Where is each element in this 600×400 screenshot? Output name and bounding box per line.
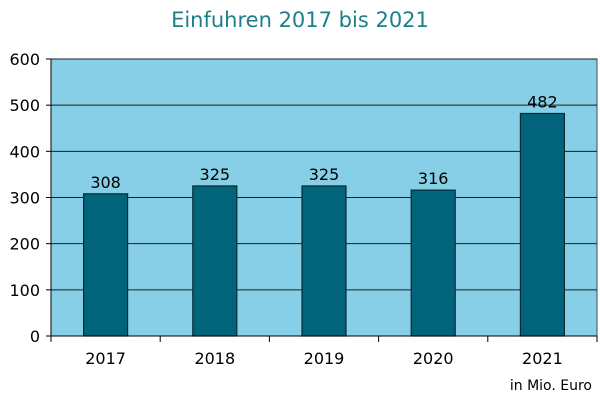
bar-2017 <box>82 193 129 337</box>
x-tick-label: 2020 <box>413 349 454 368</box>
bar-2020 <box>410 189 456 337</box>
bars <box>82 112 566 337</box>
data-label-2017: 308 <box>90 173 121 192</box>
x-tick-label: 2019 <box>304 349 345 368</box>
y-tick-label: 300 <box>9 189 40 208</box>
x-axis: 2017 2018 2019 2020 2021 <box>46 335 598 368</box>
data-label-2020: 316 <box>418 169 449 188</box>
data-label-2021: 482 <box>527 92 558 111</box>
y-tick-label: 400 <box>9 142 40 161</box>
x-tick-label: 2018 <box>194 349 235 368</box>
bar-2021 <box>519 112 566 337</box>
y-tick-label: 0 <box>30 327 40 346</box>
data-label-2018: 325 <box>200 165 231 184</box>
x-tick-label: 2017 <box>85 349 126 368</box>
chart-title: Einfuhren 2017 bis 2021 <box>171 8 429 32</box>
y-tick-label: 100 <box>9 281 40 300</box>
unit-note: in Mio. Euro <box>509 378 592 394</box>
y-tick-label: 200 <box>9 235 40 254</box>
bar-2018 <box>192 185 238 337</box>
y-tick-label: 500 <box>9 96 40 115</box>
x-tick-label: 2021 <box>522 349 563 368</box>
data-label-2019: 325 <box>309 165 340 184</box>
y-axis: 0 100 200 300 400 500 600 <box>9 50 52 346</box>
data-labels: 308 325 325 316 482 <box>90 92 557 191</box>
bar-2019 <box>301 185 347 337</box>
y-tick-label: 600 <box>9 50 40 69</box>
